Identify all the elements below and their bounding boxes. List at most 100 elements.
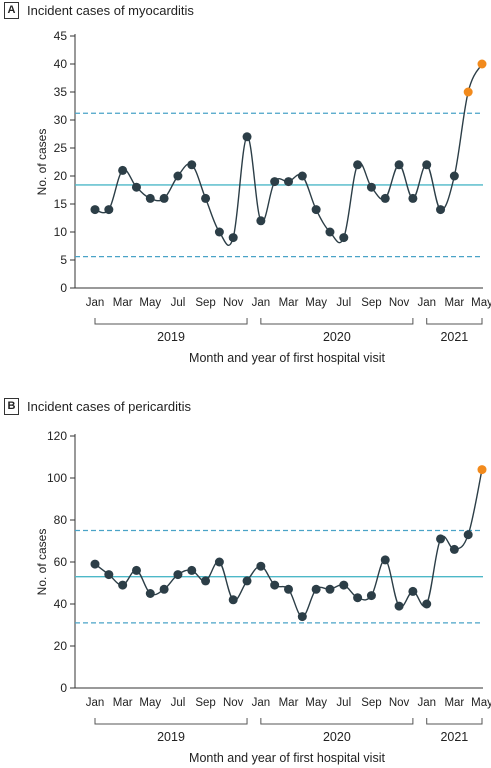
y-tick-label: 20 (54, 639, 68, 653)
data-point (159, 584, 169, 594)
x-tick-label: Mar (113, 697, 133, 709)
y-tick-label: 80 (54, 513, 68, 527)
data-point (173, 171, 183, 181)
data-point (436, 205, 446, 215)
x-tick-label: Jul (336, 297, 351, 309)
panel-a-header: A Incident cases of myocarditis (4, 2, 194, 19)
year-label: 2019 (157, 730, 185, 744)
x-tick-label: Jul (171, 297, 186, 309)
data-point (228, 233, 238, 243)
data-point (270, 177, 280, 187)
x-tick-label: Mar (444, 697, 464, 709)
data-point (145, 589, 155, 598)
panel-a-letter: A (4, 2, 19, 19)
data-point (422, 160, 432, 170)
x-tick-label: Jan (86, 697, 105, 709)
data-point (436, 534, 446, 544)
x-tick-label: May (139, 297, 161, 309)
data-point (325, 584, 335, 594)
data-point (394, 160, 404, 170)
data-point (311, 584, 321, 594)
x-tick-label: Jan (86, 297, 105, 309)
y-tick-label: 120 (47, 429, 67, 443)
x-tick-label: Jul (336, 697, 351, 709)
data-point (118, 165, 128, 175)
year-bracket (94, 318, 248, 325)
panel-b-header: B Incident cases of pericarditis (4, 398, 191, 415)
pericarditis-chart: 0 20 40 60 80 100 120 No. of cases Jan Mar May Jul S… (35, 429, 491, 765)
year-bracket (260, 318, 414, 325)
data-point (311, 205, 321, 215)
x-tick-label: Mar (113, 297, 133, 309)
data-point (187, 565, 197, 575)
myocarditis-chart: 0 5 10 15 20 25 30 35 40 45 No. of cases Jan Mar May J… (35, 29, 491, 365)
y-tick-label: 40 (54, 57, 68, 71)
y-tick-label: 40 (54, 597, 68, 611)
data-point (228, 595, 238, 605)
data-point (449, 544, 459, 554)
y-tick-label: 20 (54, 169, 68, 183)
x-tick-label: Jul (171, 697, 186, 709)
highlighted-data-point (463, 87, 473, 97)
y-tick-label: 100 (47, 471, 67, 485)
data-point (408, 193, 418, 203)
data-point (366, 591, 376, 601)
data-point (242, 132, 252, 142)
highlighted-data-point (477, 465, 487, 475)
x-tick-label: May (139, 697, 161, 709)
year-bracket (426, 318, 483, 325)
x-tick-label: Mar (444, 297, 464, 309)
year-label: 2021 (440, 730, 468, 744)
panel-b-title: Incident cases of pericarditis (27, 399, 192, 414)
data-point (408, 586, 418, 596)
year-label: 2020 (323, 330, 351, 344)
data-point (380, 193, 390, 203)
x-tick-label: Nov (389, 697, 410, 709)
data-point (145, 193, 155, 203)
data-point (325, 227, 335, 237)
year-label: 2021 (440, 330, 468, 344)
y-tick-label: 5 (60, 253, 67, 267)
x-tick-label: Jan (417, 297, 436, 309)
data-point (297, 171, 307, 181)
x-tick-label: May (305, 697, 327, 709)
y-tick-label: 30 (54, 113, 68, 127)
data-point (256, 561, 266, 571)
data-point (104, 205, 114, 215)
y-axis-title: No. of cases (35, 129, 49, 196)
data-point (449, 171, 459, 181)
x-tick-label: Jan (252, 297, 271, 309)
x-tick-label: May (305, 297, 327, 309)
data-point (118, 580, 128, 590)
data-point (104, 570, 114, 580)
data-point (339, 580, 349, 590)
data-point (90, 205, 100, 215)
data-point (339, 233, 349, 243)
x-axis-title: Month and year of first hospital visit (189, 751, 385, 765)
y-tick-label: 10 (54, 225, 68, 239)
data-point (394, 601, 404, 611)
data-point (353, 160, 363, 170)
x-tick-label: Sep (361, 697, 381, 709)
panel-b-letter: B (4, 398, 19, 415)
x-axis-title: Month and year of first hospital visit (189, 351, 385, 365)
y-axis-title: No. of cases (35, 529, 49, 596)
panel-a-title: Incident cases of myocarditis (27, 3, 194, 18)
x-tick-label: Mar (279, 697, 299, 709)
data-point (297, 612, 307, 622)
year-label: 2020 (323, 730, 351, 744)
x-tick-label: Sep (195, 697, 215, 709)
year-bracket (94, 718, 248, 725)
data-point (353, 593, 363, 603)
x-tick-label: Nov (389, 297, 410, 309)
x-tick-label: Mar (279, 297, 299, 309)
series-line (94, 63, 483, 246)
data-point (159, 193, 169, 203)
x-tick-label: May (471, 697, 491, 709)
x-tick-label: Nov (223, 697, 244, 709)
year-bracket (260, 718, 414, 725)
data-point (270, 580, 280, 590)
data-point (256, 216, 266, 226)
data-point (187, 160, 197, 170)
x-tick-label: Jan (252, 697, 271, 709)
